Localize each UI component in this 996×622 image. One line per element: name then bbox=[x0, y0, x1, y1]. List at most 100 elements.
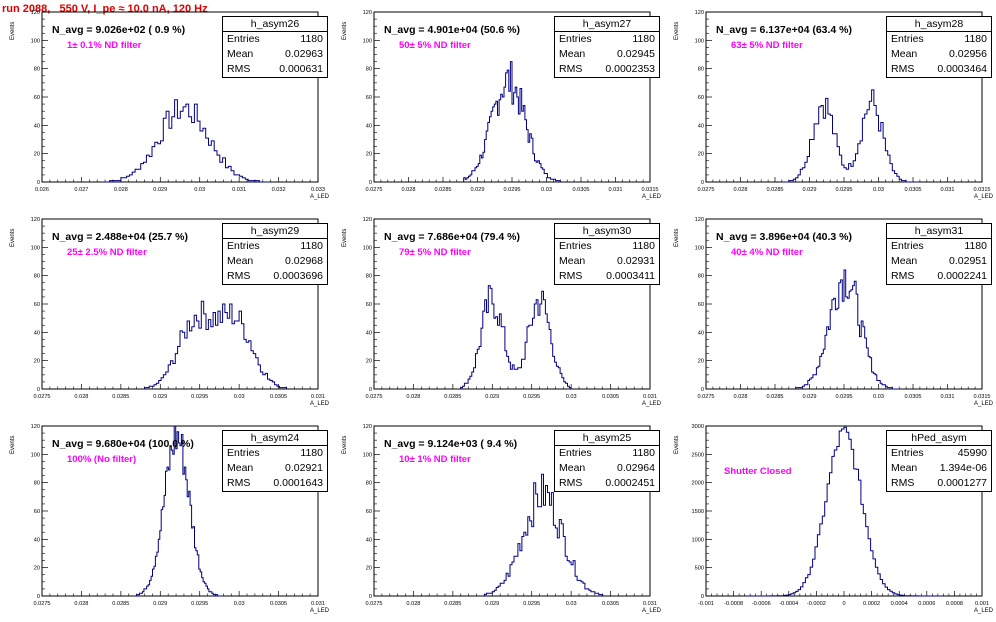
x-tick-label: 0.03 bbox=[873, 394, 884, 400]
y-tick-label: 100 bbox=[31, 452, 40, 458]
x-tick-label: 0.0275 bbox=[33, 601, 50, 607]
y-axis-label: Events bbox=[674, 21, 680, 40]
histogram-line bbox=[463, 61, 561, 182]
histogram-name: hPed_asym bbox=[887, 431, 991, 446]
x-tick-label: 0.03 bbox=[566, 394, 577, 400]
stats-row: Mean 0.02951 bbox=[887, 254, 991, 269]
stats-value: 0.02964 bbox=[617, 462, 655, 474]
n-avg-label: N_avg = 6.137e+04 (63.4 %) bbox=[716, 24, 853, 36]
y-tick-label: 0 bbox=[37, 387, 40, 393]
y-tick-label: 60 bbox=[366, 302, 372, 308]
stats-value: 0.0002241 bbox=[937, 270, 987, 282]
y-tick-label: 3000 bbox=[692, 424, 704, 430]
x-tick-label: -0.0002 bbox=[807, 601, 826, 607]
y-tick-label: 40 bbox=[34, 537, 40, 543]
histogram-plot: 0.026 0.027 0.028 0.029 0.03 0.031 0.032 0.033 0… bbox=[31, 10, 325, 193]
filter-label: 25± 2.5% ND filter bbox=[67, 247, 147, 258]
stats-key: Mean bbox=[227, 48, 254, 60]
x-tick-label: 0.0315 bbox=[973, 187, 990, 193]
stats-row: Entries 1180 bbox=[223, 446, 327, 461]
stats-key: RMS bbox=[227, 270, 251, 282]
stats-key: RMS bbox=[559, 270, 583, 282]
x-tick-label: 0.03 bbox=[234, 601, 245, 607]
histogram-pad-h_asym27: 0.0275 0.028 0.0285 0.029 0.0295 0.03 0.0305 0.… bbox=[332, 0, 664, 207]
histogram-pad-h_asym28: 0.0275 0.028 0.0285 0.029 0.0295 0.03 0.0305 0.… bbox=[664, 0, 996, 207]
stats-row: RMS 0.0001643 bbox=[223, 476, 327, 491]
x-axis-label: A_LED bbox=[974, 401, 994, 407]
y-tick-label: 60 bbox=[698, 302, 704, 308]
filter-label: Shutter Closed bbox=[724, 466, 792, 477]
y-tick-label: 120 bbox=[695, 10, 704, 16]
histogram-pad-h_asym24: 0.0275 0.028 0.0285 0.029 0.0295 0.03 0.0305 0.… bbox=[0, 414, 332, 621]
x-tick-label: 0.0295 bbox=[191, 394, 208, 400]
stats-value: 1180 bbox=[632, 33, 655, 45]
x-tick-label: 0.031 bbox=[643, 601, 657, 607]
histogram-plot: 0.0275 0.028 0.0285 0.029 0.0295 0.03 0.0305 0.… bbox=[363, 10, 659, 193]
x-tick-label: -0.0004 bbox=[779, 601, 798, 607]
y-tick-label: 40 bbox=[366, 330, 372, 336]
stats-key: Entries bbox=[559, 240, 592, 252]
y-tick-label: 60 bbox=[34, 509, 40, 515]
stats-row: Entries 1180 bbox=[555, 446, 659, 461]
y-tick-label: 60 bbox=[34, 302, 40, 308]
x-tick-label: 0.03 bbox=[541, 187, 552, 193]
x-tick-label: 0.03 bbox=[566, 601, 577, 607]
x-tick-label: 0.0285 bbox=[112, 601, 129, 607]
x-tick-label: 0.028 bbox=[74, 601, 88, 607]
x-tick-label: 0.0285 bbox=[112, 394, 129, 400]
x-axis-label: A_LED bbox=[642, 608, 662, 614]
y-axis-label: Events bbox=[10, 435, 16, 454]
x-tick-label: 0.029 bbox=[153, 601, 167, 607]
stats-key: Mean bbox=[891, 462, 918, 474]
y-tick-label: 80 bbox=[34, 481, 40, 487]
y-tick-label: 1000 bbox=[692, 537, 704, 543]
y-tick-label: 100 bbox=[363, 245, 372, 251]
x-tick-label: 0.0305 bbox=[270, 601, 287, 607]
stats-key: Entries bbox=[227, 240, 260, 252]
y-axis-label: Events bbox=[10, 228, 16, 247]
x-tick-label: 0.028 bbox=[406, 601, 420, 607]
x-tick-label: 0.031 bbox=[232, 187, 246, 193]
histogram-name: h_asym30 bbox=[555, 224, 659, 239]
stats-row: Entries 1180 bbox=[223, 32, 327, 47]
stats-key: RMS bbox=[891, 270, 915, 282]
filter-label: 100% (No filter) bbox=[67, 454, 137, 465]
histogram-pad-h_asym29: 0.0275 0.028 0.0285 0.029 0.0295 0.03 0.0305 0.… bbox=[0, 207, 332, 414]
x-tick-label: 0.033 bbox=[311, 187, 325, 193]
y-tick-label: 120 bbox=[695, 217, 704, 223]
y-tick-label: 40 bbox=[366, 123, 372, 129]
stats-row: Mean 0.02964 bbox=[555, 461, 659, 476]
x-tick-label: 0.026 bbox=[35, 187, 49, 193]
filter-label: 50± 5% ND filter bbox=[399, 40, 471, 51]
stats-value: 1180 bbox=[632, 447, 655, 459]
y-tick-label: 0 bbox=[369, 594, 372, 600]
x-tick-label: 0.028 bbox=[74, 394, 88, 400]
y-tick-label: 20 bbox=[366, 359, 372, 365]
stats-row: Entries 1180 bbox=[887, 32, 991, 47]
y-tick-label: 80 bbox=[366, 67, 372, 73]
y-tick-label: 20 bbox=[366, 152, 372, 158]
y-tick-label: 20 bbox=[698, 152, 704, 158]
stats-value: 0.0001277 bbox=[937, 477, 987, 489]
x-tick-label: 0.0004 bbox=[891, 601, 908, 607]
stats-row: Mean 0.02945 bbox=[555, 47, 659, 62]
y-tick-label: 0 bbox=[701, 180, 704, 186]
stats-value: 0.02956 bbox=[949, 48, 987, 60]
stats-key: Mean bbox=[227, 255, 254, 267]
stats-row: Mean 0.02968 bbox=[223, 254, 327, 269]
stats-value: 0.0001643 bbox=[273, 477, 323, 489]
y-tick-label: 80 bbox=[366, 481, 372, 487]
stats-value: 0.0003411 bbox=[606, 270, 655, 282]
y-tick-label: 20 bbox=[34, 566, 40, 572]
x-tick-label: 0.0285 bbox=[766, 187, 783, 193]
y-tick-label: 40 bbox=[34, 123, 40, 129]
histogram-name: h_asym31 bbox=[887, 224, 991, 239]
histogram-pad-h_asym30: 0.0275 0.028 0.0285 0.029 0.0295 0.03 0.0305 0.… bbox=[332, 207, 664, 414]
stats-key: Mean bbox=[891, 255, 918, 267]
histogram-name: h_asym28 bbox=[887, 17, 991, 32]
stats-value: 0.0002353 bbox=[605, 63, 655, 75]
histogram-line bbox=[136, 425, 224, 597]
y-tick-label: 120 bbox=[31, 10, 40, 16]
stats-box: h_asym29 Entries 1180 Mean 0.02968 RMS 0.00036… bbox=[222, 223, 328, 285]
histogram-line bbox=[144, 300, 287, 389]
